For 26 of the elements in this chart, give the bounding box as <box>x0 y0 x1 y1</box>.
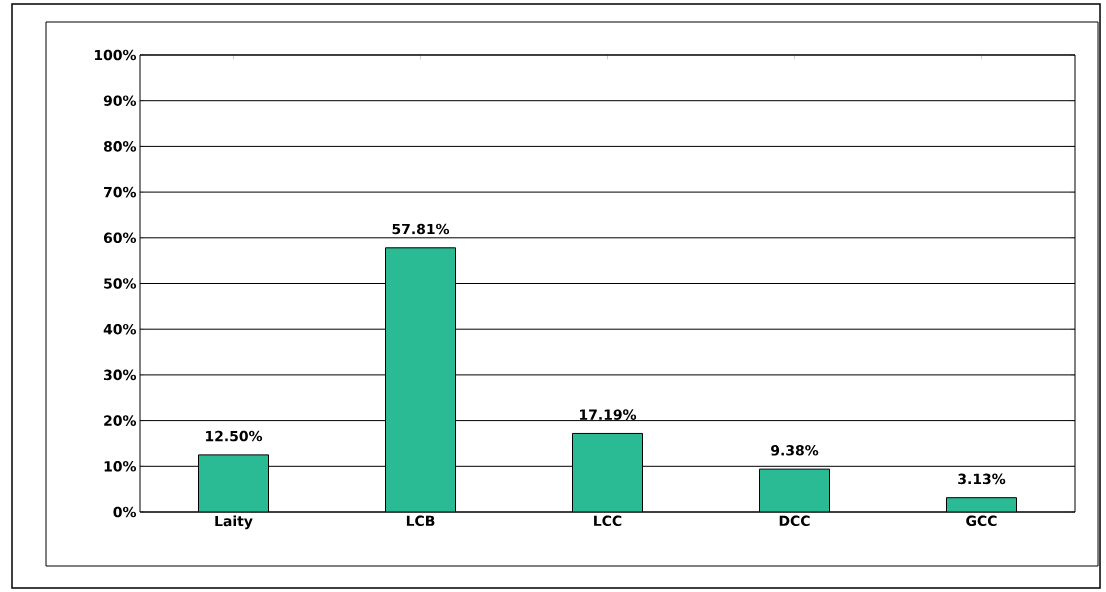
bar <box>759 468 830 512</box>
data-label: 9.38% <box>771 445 819 456</box>
bar <box>385 247 456 512</box>
bar <box>198 454 269 512</box>
y-tick-label: 10% <box>104 461 137 472</box>
data-label: 12.50% <box>206 430 263 442</box>
x-tick-label: DCC <box>779 515 810 527</box>
x-tick-label: LCC <box>594 515 622 527</box>
y-tick-label: 30% <box>104 369 137 381</box>
data-label: 17.19% <box>580 409 637 420</box>
data-label: 57.81% <box>392 223 450 235</box>
x-tick-label: Laity <box>215 515 253 530</box>
x-tick-label: GCC <box>966 515 997 527</box>
y-tick-label: 70% <box>104 186 137 198</box>
y-tick-label: 50% <box>104 278 137 289</box>
data-label: 3.13% <box>958 473 1006 485</box>
x-tick-label: LCB <box>406 515 435 527</box>
y-tick-label: 60% <box>103 232 137 244</box>
y-tick-label: 100% <box>94 49 137 61</box>
bar <box>946 497 1018 512</box>
bar <box>572 432 643 512</box>
y-tick-label: 90% <box>103 95 137 106</box>
y-tick-label: 20% <box>104 415 137 426</box>
y-tick-label: 80% <box>103 141 137 152</box>
y-tick-label: 0% <box>113 506 137 518</box>
y-tick-label: 40% <box>103 323 137 335</box>
